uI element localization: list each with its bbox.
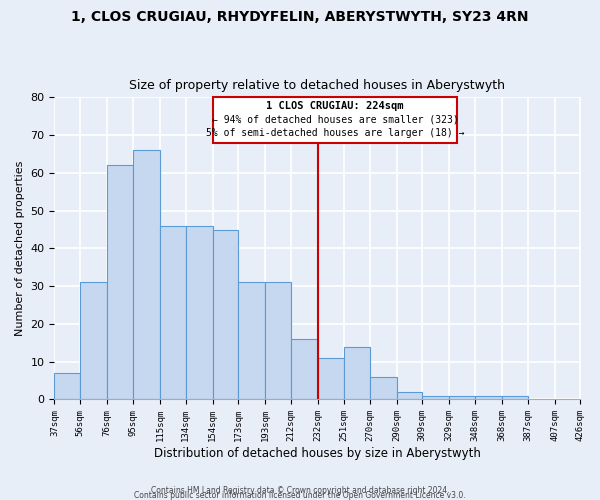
Bar	[212, 230, 238, 400]
Bar	[344, 346, 370, 400]
Bar	[160, 226, 185, 400]
Bar	[422, 396, 449, 400]
Bar	[265, 282, 291, 400]
Title: Size of property relative to detached houses in Aberystwyth: Size of property relative to detached ho…	[130, 79, 505, 92]
Bar	[397, 392, 422, 400]
Bar	[212, 98, 457, 142]
Text: Contains HM Land Registry data © Crown copyright and database right 2024.: Contains HM Land Registry data © Crown c…	[151, 486, 449, 495]
Bar	[55, 373, 80, 400]
Bar	[318, 358, 344, 400]
Text: Contains public sector information licensed under the Open Government Licence v3: Contains public sector information licen…	[134, 490, 466, 500]
Bar	[291, 339, 318, 400]
Bar	[238, 282, 265, 400]
Y-axis label: Number of detached properties: Number of detached properties	[15, 160, 25, 336]
Bar	[475, 396, 502, 400]
Text: 1, CLOS CRUGIAU, RHYDYFELIN, ABERYSTWYTH, SY23 4RN: 1, CLOS CRUGIAU, RHYDYFELIN, ABERYSTWYTH…	[71, 10, 529, 24]
Bar	[107, 166, 133, 400]
Bar	[133, 150, 160, 400]
Text: 1 CLOS CRUGIAU: 224sqm: 1 CLOS CRUGIAU: 224sqm	[266, 101, 404, 111]
X-axis label: Distribution of detached houses by size in Aberystwyth: Distribution of detached houses by size …	[154, 447, 481, 460]
Bar	[449, 396, 475, 400]
Bar	[185, 226, 212, 400]
Text: ← 94% of detached houses are smaller (323): ← 94% of detached houses are smaller (32…	[212, 114, 458, 124]
Bar	[370, 377, 397, 400]
Bar	[502, 396, 528, 400]
Bar	[80, 282, 107, 400]
Text: 5% of semi-detached houses are larger (18) →: 5% of semi-detached houses are larger (1…	[206, 128, 464, 138]
